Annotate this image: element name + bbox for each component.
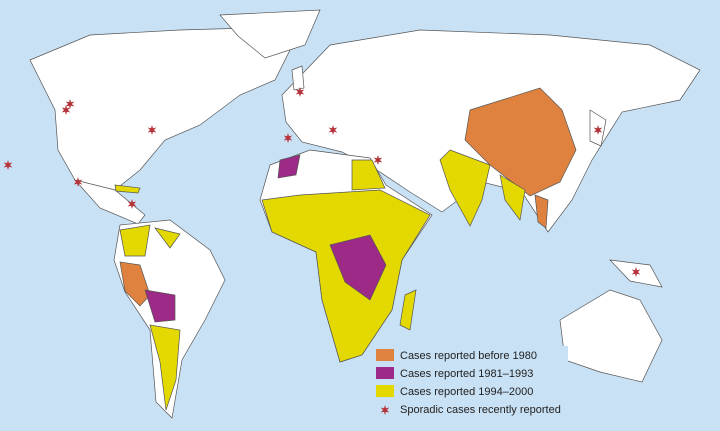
legend: Cases reported before 1980 Cases reporte… (372, 346, 568, 422)
sporadic-marker (328, 125, 338, 135)
sporadic-marker (295, 87, 305, 97)
sporadic-marker (127, 199, 137, 209)
legend-label: Cases reported before 1980 (400, 350, 537, 362)
sporadic-marker (373, 155, 383, 165)
sporadic-marker (3, 160, 13, 170)
central-america (73, 179, 146, 225)
legend-label: Cases reported 1981–1993 (400, 368, 533, 380)
myanmar-region (499, 174, 526, 221)
peru-region (119, 261, 151, 307)
sporadic-marker (73, 177, 83, 187)
sporadic-marker (283, 133, 293, 143)
sporadic-marker (147, 125, 157, 135)
sporadic-marker (61, 105, 71, 115)
egypt-region (351, 159, 386, 191)
legend-label: Sporadic cases recently reported (400, 404, 561, 416)
sporadic-markers (3, 87, 641, 277)
sporadic-marker (65, 99, 75, 109)
legend-swatch (376, 349, 394, 361)
sporadic-marker (593, 125, 603, 135)
australia (559, 289, 663, 383)
argentina-region (149, 324, 181, 411)
legend-swatch (376, 385, 394, 397)
china-region (464, 87, 577, 197)
greenland (219, 9, 321, 59)
colombia-region (119, 224, 151, 257)
sporadic-marker (631, 267, 641, 277)
vietnam-region (534, 194, 549, 229)
north-america (29, 27, 291, 196)
legend-box (372, 346, 568, 422)
legend-swatch (376, 367, 394, 379)
cuba-region (114, 184, 141, 194)
venezuela-region (154, 227, 181, 249)
morocco-region (277, 154, 301, 179)
madagascar-region (399, 289, 417, 331)
sporadic-marker (380, 405, 390, 415)
india-region (439, 149, 491, 227)
drc-region (329, 234, 387, 301)
bolivia-region (144, 289, 176, 323)
regions (114, 87, 577, 411)
legend-label: Cases reported 1994–2000 (400, 386, 533, 398)
uk (291, 65, 305, 91)
